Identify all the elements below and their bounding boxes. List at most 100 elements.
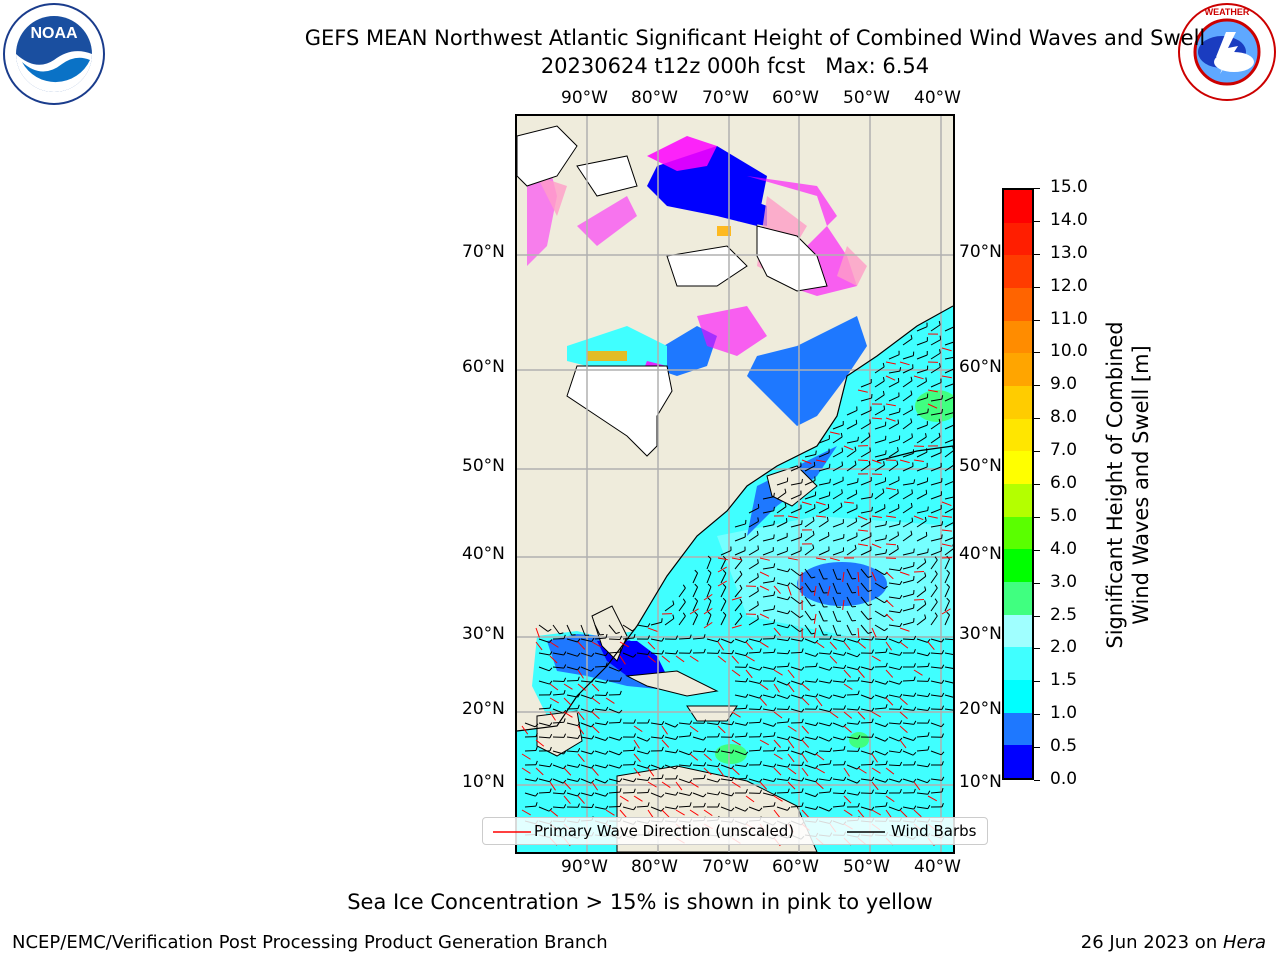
wind-barb (720, 586, 727, 598)
colorbar-tick (1034, 484, 1040, 485)
wind-barb-flag (885, 704, 888, 709)
wind-barb-flag (885, 694, 889, 699)
wind-barb-flag (535, 802, 538, 807)
wind-barb (874, 439, 886, 444)
wave-arrow (773, 669, 783, 676)
wind-barb-flag (661, 734, 665, 739)
wind-barb (874, 805, 887, 808)
wind-barb (692, 764, 705, 767)
lon-label-bottom: 60°W (772, 857, 819, 877)
wind-barb-flag (694, 583, 698, 588)
wind-barb (524, 805, 537, 808)
wave-arrow (843, 795, 852, 804)
wave-arrow (619, 809, 627, 818)
wind-barb-flag (843, 789, 847, 794)
wind-barb (902, 355, 914, 360)
wind-barb (916, 510, 928, 514)
wind-barb (846, 493, 857, 500)
wind-barb (916, 694, 928, 698)
wind-barb (692, 572, 699, 584)
wind-barb (944, 439, 953, 444)
lat-label-right: 10°N (959, 772, 1002, 792)
wind-barb-flag (619, 648, 622, 653)
colorbar-tick-label: 0.0 (1050, 769, 1078, 789)
wind-barb (874, 651, 887, 654)
wave-arrow (773, 711, 783, 719)
wind-barb (594, 680, 606, 684)
wind-barb-flag (549, 763, 553, 767)
wave-arrow (843, 767, 850, 777)
wind-barb (902, 338, 913, 346)
wind-barb (846, 652, 858, 658)
wind-barb-flag (925, 433, 927, 438)
wind-barb (818, 791, 831, 794)
wind-barb-flag (801, 648, 804, 653)
wind-barb-flag (703, 719, 706, 724)
wind-barb (874, 453, 886, 458)
wind-barb-flag (828, 737, 833, 742)
colorbar-tick-label: 11.0 (1050, 308, 1088, 329)
wind-barb (888, 450, 899, 458)
wind-barb-flag (647, 802, 650, 807)
wave-arrow (633, 795, 643, 802)
wave-arrow (521, 767, 531, 774)
wind-barb (608, 708, 620, 714)
wind-barb (776, 736, 788, 741)
wind-barb-flag (911, 405, 914, 410)
wind-barb-flag (946, 569, 950, 574)
wave-arrow (647, 767, 655, 777)
wind-barb (804, 806, 816, 811)
wind-barb (566, 722, 578, 727)
wind-barb-flag (591, 678, 595, 683)
wind-barb (888, 396, 900, 402)
wind-barb (790, 596, 801, 605)
wave-arrow (549, 655, 558, 664)
footer-branch: NCEP/EMC/Verification Post Processing Pr… (12, 932, 608, 953)
wind-barb-flag (773, 665, 777, 670)
colorbar-label: Significant Height of Combined Wind Wave… (1103, 321, 1153, 649)
wind-barb (776, 778, 788, 782)
wind-barb-flag (885, 662, 888, 667)
wind-barb (916, 326, 928, 332)
wind-barb-flag (722, 611, 727, 616)
wind-barb-flag (773, 707, 777, 712)
wind-barb (776, 624, 788, 629)
wind-barb-flag (856, 653, 861, 658)
wind-barb-flag (730, 765, 735, 770)
map-canvas (517, 116, 953, 852)
wind-barb-flag (577, 693, 581, 698)
wind-barb (916, 552, 928, 556)
wind-barb (916, 617, 927, 626)
lat-label-left: 40°N (462, 544, 505, 564)
wind-barb (776, 568, 788, 573)
colorbar-swatch (1004, 451, 1032, 484)
wind-barb (538, 624, 549, 632)
lon-label-bottom: 80°W (631, 857, 678, 877)
wind-barb-flag (633, 733, 636, 738)
wind-barb-flag (605, 737, 609, 741)
wind-barb (916, 436, 927, 444)
wind-barb (846, 722, 858, 725)
wind-barb (916, 708, 928, 712)
wind-barb (706, 586, 712, 598)
wave-arrow (619, 795, 629, 802)
wave-arrow (885, 403, 896, 407)
wind-barb (832, 522, 844, 528)
wind-barb (762, 550, 774, 556)
wind-barb-flag (694, 611, 698, 616)
wind-barb-flag (773, 792, 777, 797)
wind-barb-flag (941, 534, 943, 539)
wind-barb (902, 380, 913, 388)
wind-barb-flag (896, 460, 899, 465)
colorbar-swatch (1004, 222, 1032, 256)
wind-barb (846, 693, 859, 696)
lon-label-top: 50°W (843, 88, 890, 108)
wind-barb-flag (897, 489, 899, 494)
wind-barb-flag (757, 517, 759, 522)
wind-barb-flag (744, 807, 749, 812)
wind-barb-flag (591, 637, 595, 642)
wave-arrow (871, 767, 881, 774)
wind-barb-flag (899, 594, 903, 599)
wind-barb (832, 568, 838, 580)
wind-barb-flag (867, 617, 872, 620)
